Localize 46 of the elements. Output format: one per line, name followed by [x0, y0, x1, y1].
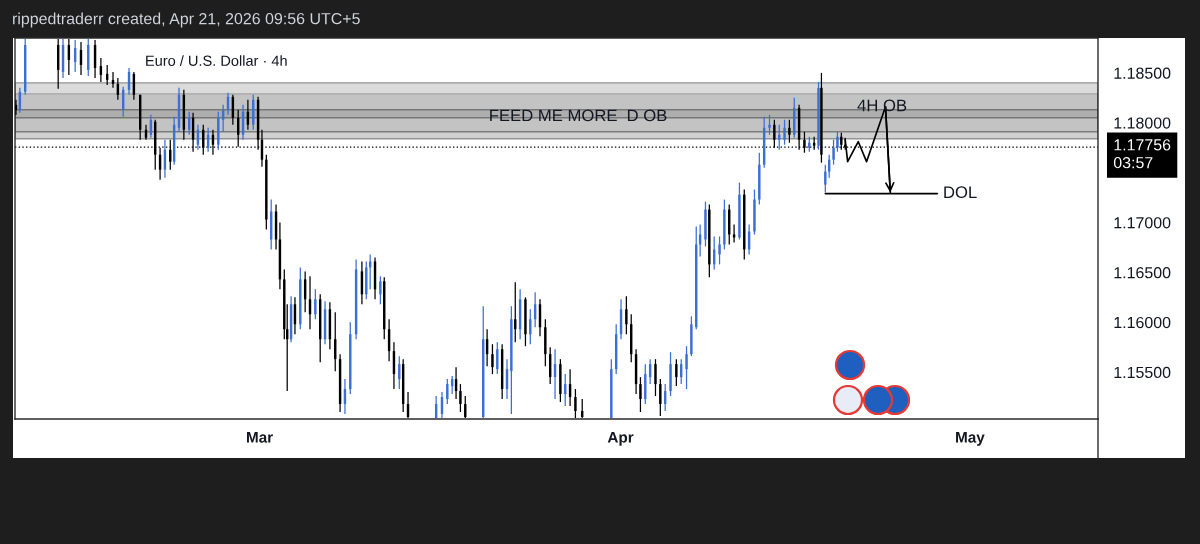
text: rippedtraderr created, Apr 21, 2026 09:56 UTC+5	[13, 12, 360, 28]
candlestick	[675, 358, 678, 387]
candlestick	[639, 376, 642, 413]
candlestick	[836, 131, 839, 153]
y-tick-label: 1.16000	[1114, 316, 1171, 329]
candlestick	[768, 114, 771, 136]
candlestick	[817, 81, 820, 151]
candlestick	[574, 388, 577, 419]
annotation: FEED ME MORE	[490, 109, 617, 122]
x-tick-label: Mar	[246, 432, 273, 443]
y-tick-label: 1.18500	[1114, 67, 1171, 79]
candlestick	[524, 296, 527, 347]
candlestick	[398, 355, 401, 390]
candlestick	[491, 343, 494, 375]
candlestick	[459, 383, 462, 413]
candlestick	[832, 139, 835, 166]
candlestick	[738, 181, 741, 241]
candlestick	[788, 119, 791, 144]
candlestick	[820, 72, 823, 164]
candlestick	[685, 345, 688, 390]
candlestick	[625, 295, 628, 335]
annotation: DOL	[944, 186, 977, 199]
y-tick-label: 1.15500	[1114, 366, 1171, 379]
candlestick	[783, 119, 786, 146]
y-tick-label: 1.17000	[1114, 217, 1171, 229]
candlestick	[529, 308, 532, 345]
candlestick	[718, 235, 721, 266]
y-tick-label: 1.16500	[1114, 267, 1171, 279]
text: Euro / U.S. Dollar · 4h	[146, 55, 287, 66]
x-tick-label: Apr	[607, 432, 634, 446]
candlestick	[753, 188, 756, 236]
candlestick	[15, 99, 18, 116]
candlestick	[659, 378, 662, 417]
x-tick-label: May	[956, 432, 985, 446]
candlestick	[496, 341, 499, 375]
candlestick	[654, 358, 657, 397]
candlestick	[379, 275, 382, 305]
candlestick	[446, 378, 449, 405]
annotation: 4H OB	[857, 99, 907, 112]
ref-line-label: 1.17756 03:57	[1113, 139, 1171, 169]
candlestick	[824, 164, 827, 194]
candlestick	[314, 288, 317, 320]
candlestick	[669, 351, 672, 397]
candlestick	[704, 200, 707, 248]
annotation: D OB	[627, 109, 667, 122]
y-tick-label: 1.18000	[1114, 117, 1171, 129]
